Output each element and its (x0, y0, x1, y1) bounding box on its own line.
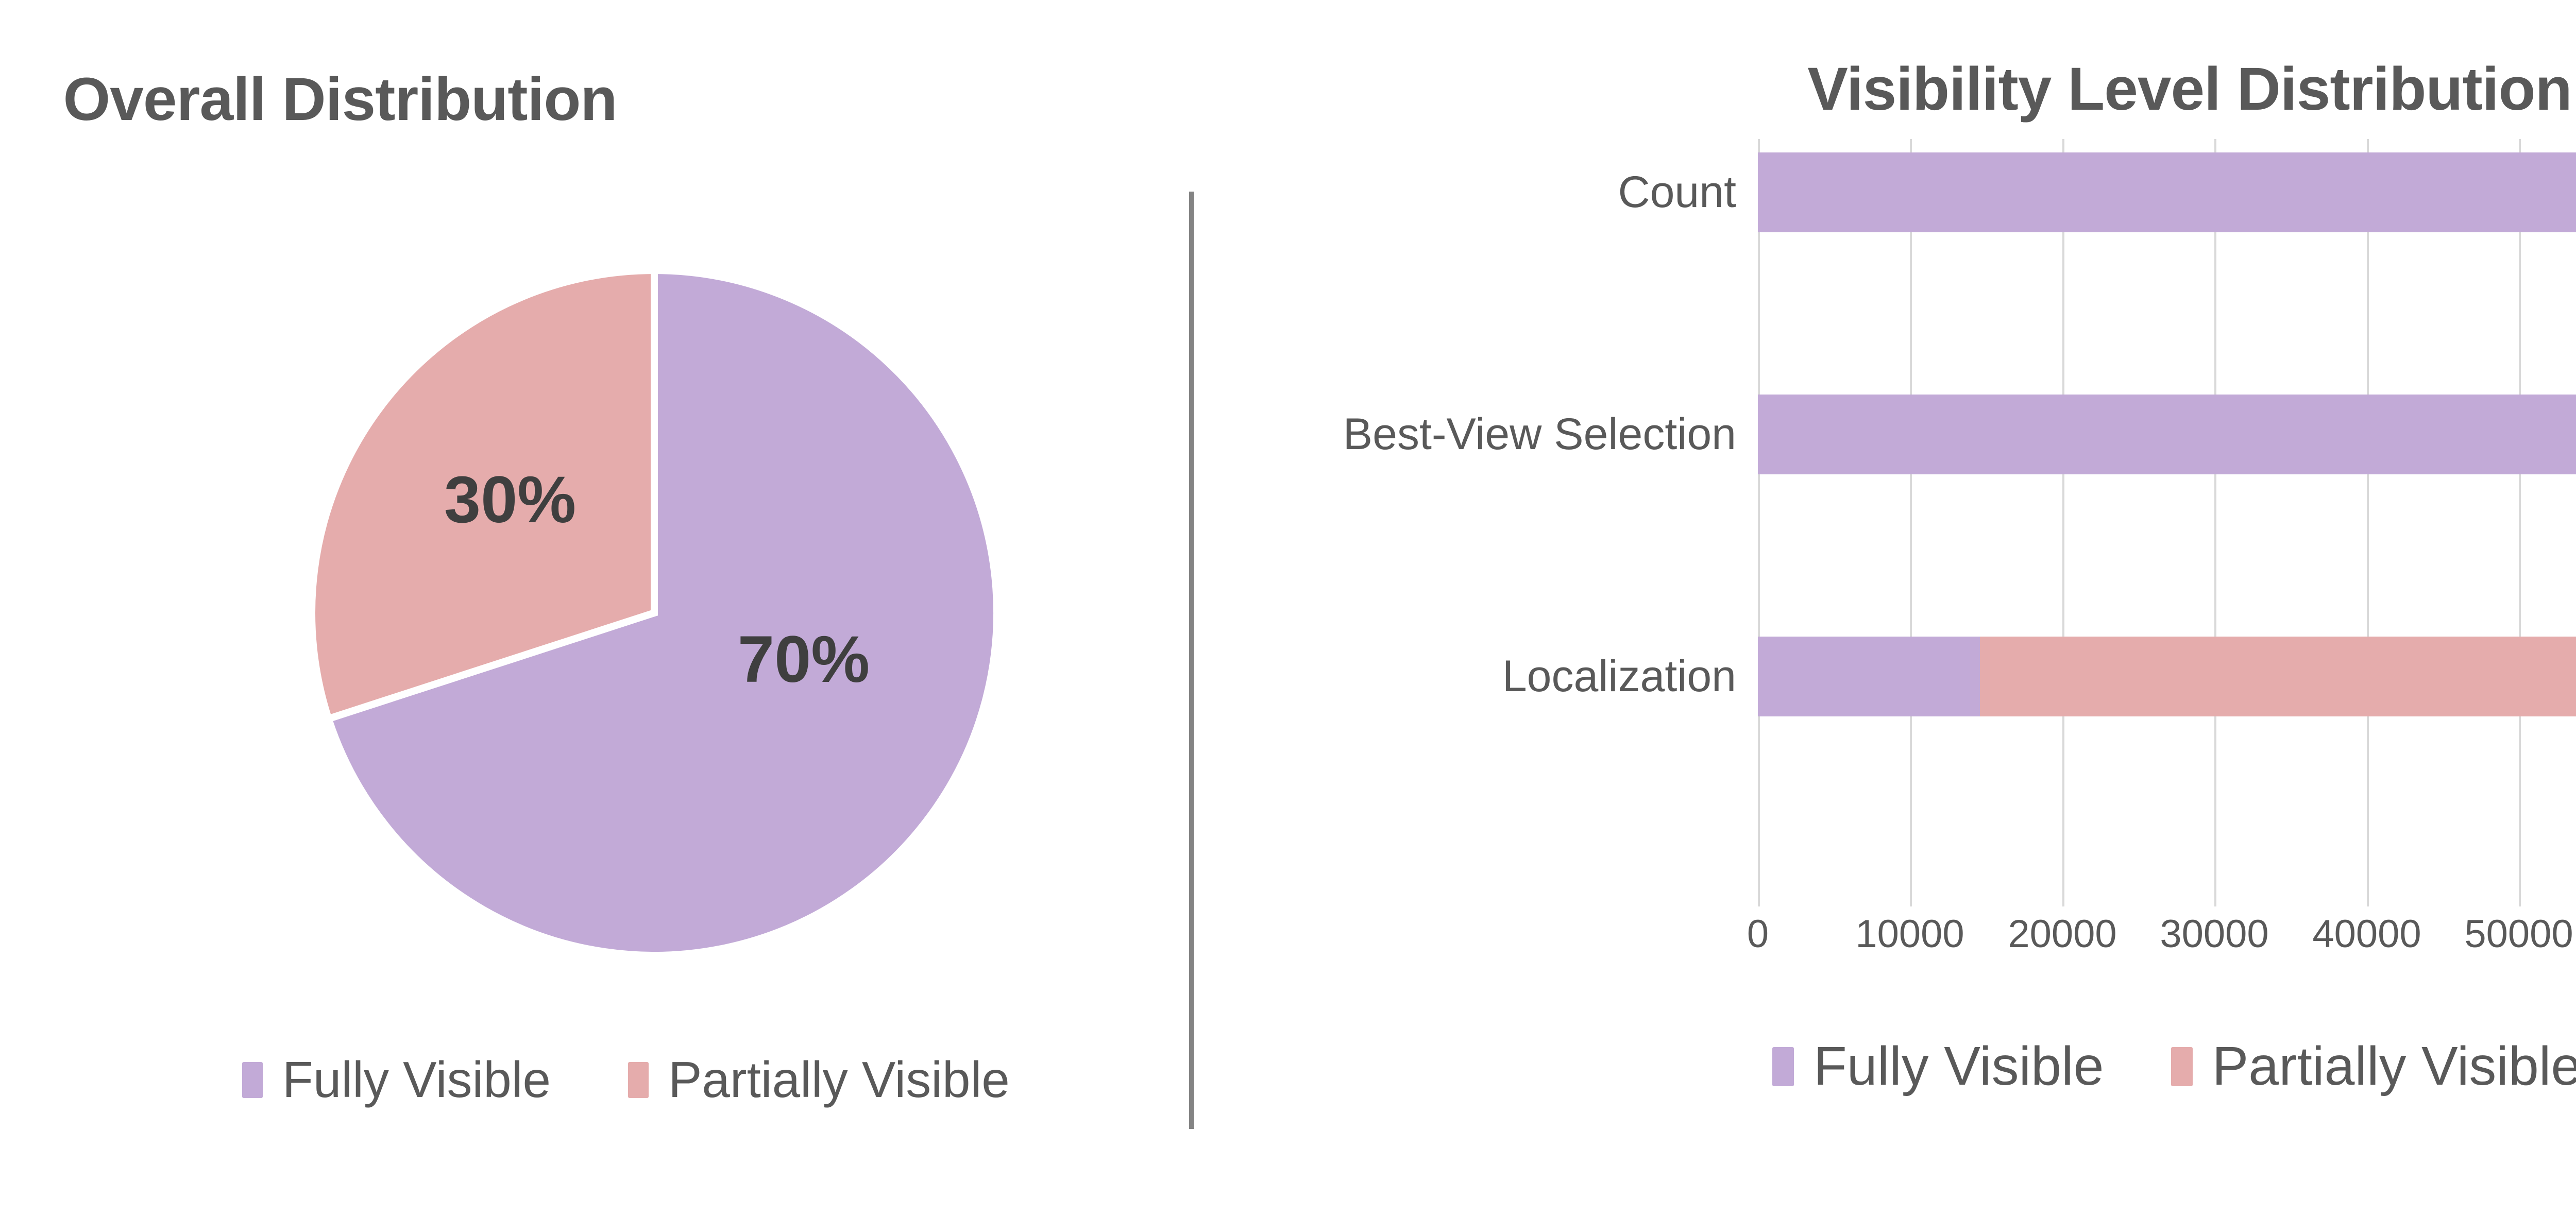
pie-slice-fully-visible (324, 266, 1001, 959)
xtick-label-10000: 10000 (1855, 912, 1964, 956)
xtick-label-40000: 40000 (2312, 912, 2421, 956)
bar-segment-best-view-selection-fully-visible (1758, 395, 2576, 474)
gridline-0 (1758, 139, 1760, 906)
bar-chart-plot-area: 0 10000 20000 30000 40000 50000 60000 70… (1747, 139, 2576, 956)
bar-chart-title: Visibility Level Distribution (1807, 55, 2572, 123)
bar-category-label-localization: Localization (1502, 652, 1736, 701)
pie-legend-swatch-fully-visible (242, 1061, 263, 1098)
xtick-label-30000: 30000 (2160, 912, 2269, 956)
pie-slice-partially-visible (308, 266, 658, 724)
bar-legend-swatch-fully-visible (1772, 1047, 1794, 1086)
bar-legend-swatch-partially-visible (2171, 1047, 2193, 1086)
xtick-label-50000: 50000 (2464, 912, 2573, 956)
bar-category-label-best-view-selection: Best-View Selection (1343, 409, 1736, 459)
xtick-label-0: 0 (1747, 912, 1769, 956)
bar-category-label-count: Count (1618, 167, 1737, 217)
gridline-10000 (1910, 139, 1912, 906)
pie-legend-item-fully-visible: Fully Visible (242, 1051, 551, 1109)
pie-legend-item-partially-visible: Partially Visible (628, 1051, 1010, 1109)
pie-chart-panel: Overall Distribution 70% 30% Fully Visib… (0, 0, 1190, 1216)
gridline-30000 (2214, 139, 2216, 906)
bar-chart-legend: Fully Visible Partially Visible (1772, 1035, 2576, 1098)
panel-divider (1189, 192, 1194, 1129)
gridline-40000 (2367, 139, 2369, 906)
pie-legend-label-partially-visible: Partially Visible (668, 1051, 1010, 1108)
pie-svg: 70% 30% (308, 266, 1001, 959)
bar-legend-item-fully-visible: Fully Visible (1772, 1035, 2104, 1098)
bar-segment-localization-partially-visible (1980, 637, 2576, 716)
pie-legend-label-fully-visible: Fully Visible (282, 1051, 551, 1108)
bar-chart-panel: Visibility Level Distribution Count Best… (1195, 0, 2576, 1216)
gridline-50000 (2519, 139, 2521, 906)
bar-segment-localization-fully-visible (1758, 637, 1980, 716)
bar-legend-label-partially-visible: Partially Visible (2212, 1036, 2576, 1097)
pie-chart-legend: Fully Visible Partially Visible (242, 1051, 1010, 1109)
gridline-20000 (2062, 139, 2064, 906)
bar-legend-item-partially-visible: Partially Visible (2171, 1035, 2576, 1098)
pie-chart-plot: 70% 30% (289, 247, 1020, 979)
pie-data-label-partially-visible: 30% (444, 463, 576, 537)
pie-data-label-fully-visible: 70% (738, 623, 870, 696)
bar-segment-count-fully-visible (1758, 152, 2576, 232)
xtick-label-20000: 20000 (2008, 912, 2117, 956)
bar-legend-label-fully-visible: Fully Visible (1814, 1036, 2104, 1097)
pie-chart-title: Overall Distribution (63, 65, 618, 133)
pie-legend-swatch-partially-visible (628, 1061, 649, 1098)
